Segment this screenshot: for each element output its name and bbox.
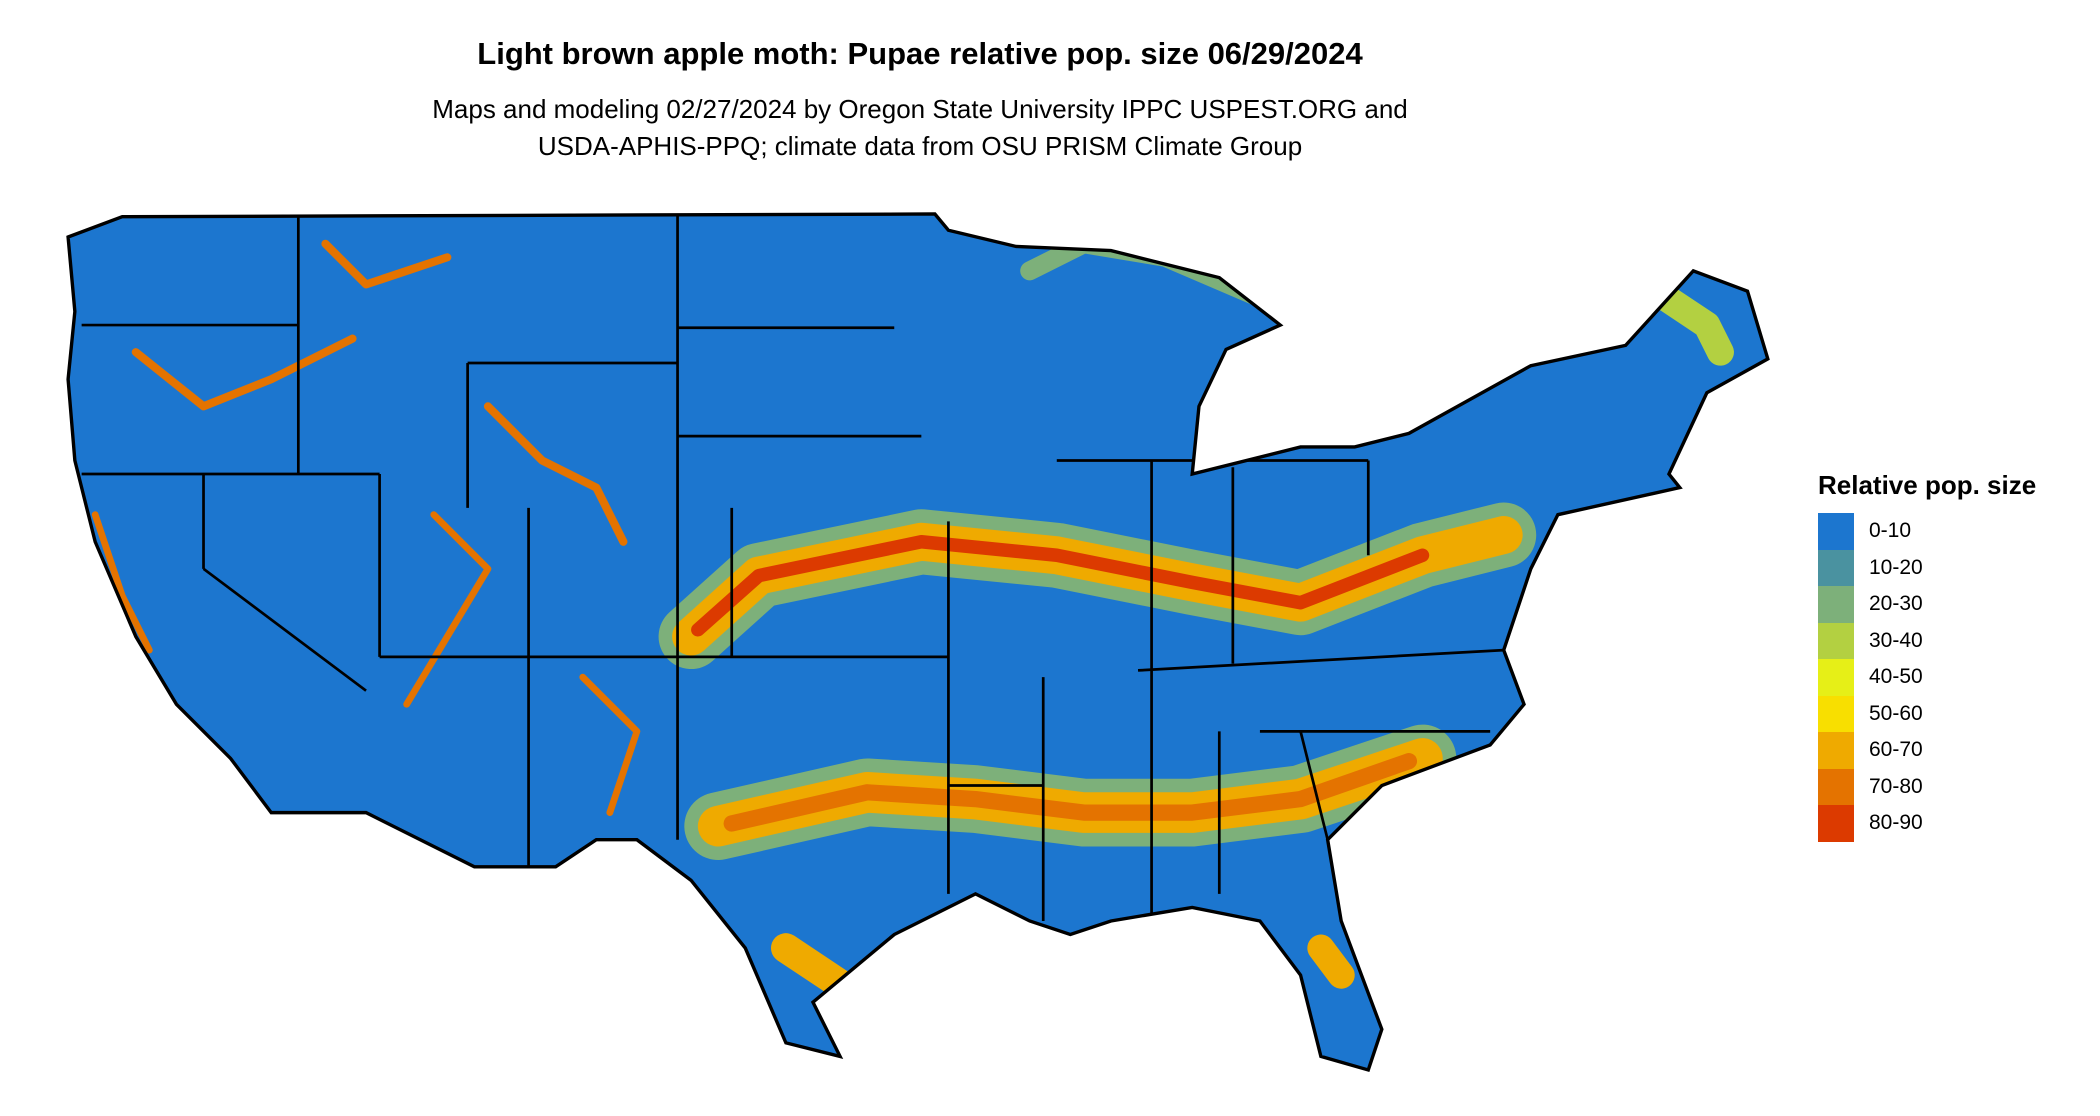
legend-title: Relative pop. size	[1818, 470, 2037, 500]
band-west-4	[91, 511, 153, 654]
band-west-2	[321, 239, 452, 289]
legend-item: 70-80	[1818, 768, 2036, 805]
band-central-core	[691, 534, 1430, 637]
subtitle-line-2: USDA-APHIS-PPQ; climate data from OSU PR…	[537, 131, 1303, 161]
legend-item: 10-20	[1818, 549, 2036, 586]
band-west-3	[483, 402, 628, 546]
subtitle-line-1: Maps and modeling 02/27/2024 by Oregon S…	[432, 94, 1408, 124]
legend-item: 50-60	[1818, 695, 2036, 732]
state-borders	[81, 213, 1504, 921]
population-bands	[91, 234, 1734, 1018]
legend-swatch	[1818, 768, 1854, 805]
legend-item: 40-50	[1818, 659, 2036, 696]
legend-item: 0-10	[1818, 513, 2036, 550]
legend-swatch	[1818, 622, 1854, 659]
legend-swatch	[1818, 732, 1854, 769]
band-west-5	[403, 511, 492, 708]
legend-swatch	[1818, 695, 1854, 732]
legend-swatch	[1818, 586, 1854, 623]
map-title: Light brown apple moth: Pupae relative p…	[477, 36, 1363, 71]
legend-swatch	[1818, 659, 1854, 696]
legend-label: 60-70	[1869, 738, 1923, 762]
legend-label: 40-50	[1869, 665, 1923, 689]
legend-item: 60-70	[1818, 732, 2036, 769]
legend-label: 20-30	[1869, 592, 1923, 616]
legend: Relative pop. size 0-10 10-20 20-30 30-40 40…	[1818, 470, 2036, 842]
legend-swatch	[1818, 805, 1854, 842]
legend-item: 80-90	[1818, 805, 2036, 842]
band-south-core	[723, 753, 1418, 832]
band-florida	[1307, 934, 1355, 989]
band-west-6	[579, 673, 641, 817]
legend-label: 50-60	[1869, 701, 1923, 725]
legend-label: 0-10	[1869, 519, 1912, 543]
legend-label: 10-20	[1869, 555, 1923, 579]
band-west-1	[131, 334, 357, 411]
legend-label: 30-40	[1869, 628, 1923, 652]
legend-item: 30-40	[1818, 622, 2036, 659]
legend-label: 70-80	[1869, 774, 1923, 798]
legend-item: 20-30	[1818, 586, 2036, 623]
legend-swatch	[1818, 513, 1854, 550]
band-northeast	[1652, 284, 1734, 366]
legend-label: 80-90	[1869, 811, 1923, 835]
legend-swatch	[1818, 549, 1854, 586]
